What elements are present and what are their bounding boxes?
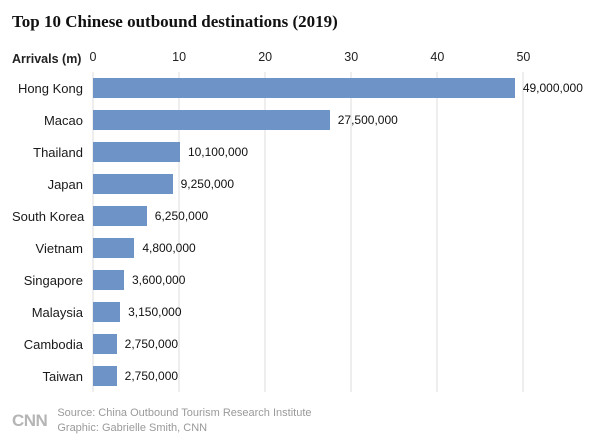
value-label: 2,750,000 bbox=[124, 337, 179, 351]
category-label: Thailand bbox=[33, 144, 83, 160]
bar-row: Taiwan 2,750,000 bbox=[12, 360, 588, 392]
bar-row: Cambodia 2,750,000 bbox=[12, 328, 588, 360]
category-label: South Korea bbox=[12, 208, 85, 224]
axis-tick: 10 bbox=[172, 50, 187, 64]
bar bbox=[93, 174, 173, 194]
bar-area: 3,150,000 bbox=[93, 302, 588, 322]
bar-area: 2,750,000 bbox=[93, 334, 588, 354]
value-label: 49,000,000 bbox=[522, 81, 583, 95]
bar bbox=[93, 302, 121, 322]
bar-area: 9,250,000 bbox=[93, 174, 588, 194]
bar bbox=[93, 334, 117, 354]
value-label: 10,100,000 bbox=[187, 145, 248, 159]
gridline bbox=[522, 72, 524, 392]
category-label: Malaysia bbox=[31, 304, 83, 320]
gridline bbox=[350, 72, 352, 392]
bar-row: Macao 27,500,000 bbox=[12, 104, 588, 136]
bar-rows: Hong Kong 49,000,000 Macao 27,500,000 Thaila… bbox=[12, 72, 588, 392]
bar bbox=[93, 238, 135, 258]
bar-chart: Hong Kong 49,000,000 Macao 27,500,000 Thaila… bbox=[12, 72, 588, 392]
bar-row: Vietnam 4,800,000 bbox=[12, 232, 588, 264]
chart-title: Top 10 Chinese outbound destinations (20… bbox=[12, 12, 338, 31]
bar bbox=[93, 110, 330, 130]
bar bbox=[93, 206, 147, 226]
axis-header: Arrivals (m) 0 10 20 30 40 50 bbox=[12, 48, 588, 66]
bar bbox=[93, 270, 124, 290]
axis-label: Arrivals (m) bbox=[12, 52, 82, 66]
category-label: Taiwan bbox=[42, 368, 83, 384]
bar-row: Singapore 3,600,000 bbox=[12, 264, 588, 296]
bar-row: Malaysia 3,150,000 bbox=[12, 296, 588, 328]
chart-footer: CNN Source: China Outbound Tourism Resea… bbox=[12, 406, 588, 436]
category-label: Macao bbox=[43, 112, 83, 128]
bar-row: Japan 9,250,000 bbox=[12, 168, 588, 200]
axis-ticks: 0 10 20 30 40 50 bbox=[89, 50, 588, 66]
value-label: 3,150,000 bbox=[128, 305, 182, 319]
bar bbox=[93, 366, 117, 386]
bar bbox=[93, 78, 515, 98]
bar-area: 4,800,000 bbox=[93, 238, 588, 258]
axis-tick: 20 bbox=[258, 50, 273, 64]
bar-row: Hong Kong 49,000,000 bbox=[12, 72, 588, 104]
axis-tick: 30 bbox=[344, 50, 359, 64]
footer-text: Source: China Outbound Tourism Research … bbox=[57, 406, 311, 436]
axis-tick: 40 bbox=[430, 50, 445, 64]
category-label: Cambodia bbox=[23, 336, 83, 352]
gridline bbox=[178, 72, 180, 392]
axis-tick: 0 bbox=[89, 50, 97, 64]
bar-area: 3,600,000 bbox=[93, 270, 588, 290]
bar-row: South Korea 6,250,000 bbox=[12, 200, 588, 232]
value-label: 6,250,000 bbox=[154, 209, 209, 223]
value-label: 27,500,000 bbox=[337, 113, 398, 127]
gridline bbox=[436, 72, 438, 392]
bar-area: 2,750,000 bbox=[93, 366, 588, 386]
value-label: 4,800,000 bbox=[142, 241, 196, 255]
category-label: Hong Kong bbox=[17, 80, 83, 96]
category-label: Japan bbox=[47, 176, 83, 192]
bar bbox=[93, 142, 180, 162]
credit-text: Graphic: Gabrielle Smith, CNN bbox=[57, 422, 208, 435]
bar-area: 27,500,000 bbox=[93, 110, 588, 130]
source-text: Source: China Outbound Tourism Research … bbox=[57, 407, 312, 420]
gridline bbox=[264, 72, 266, 392]
cnn-logo: CNN bbox=[12, 411, 48, 431]
gridlines bbox=[92, 72, 588, 392]
value-label: 2,750,000 bbox=[124, 369, 179, 383]
bar-area: 49,000,000 bbox=[93, 78, 588, 98]
bar-area: 6,250,000 bbox=[93, 206, 588, 226]
bar-row: Thailand 10,100,000 bbox=[12, 136, 588, 168]
category-label: Vietnam bbox=[35, 240, 83, 256]
value-label: 3,600,000 bbox=[131, 273, 186, 287]
bar-area: 10,100,000 bbox=[93, 142, 588, 162]
gridline bbox=[92, 72, 94, 392]
axis-tick: 50 bbox=[516, 50, 531, 64]
category-label: Singapore bbox=[23, 272, 83, 288]
value-label: 9,250,000 bbox=[180, 177, 235, 191]
